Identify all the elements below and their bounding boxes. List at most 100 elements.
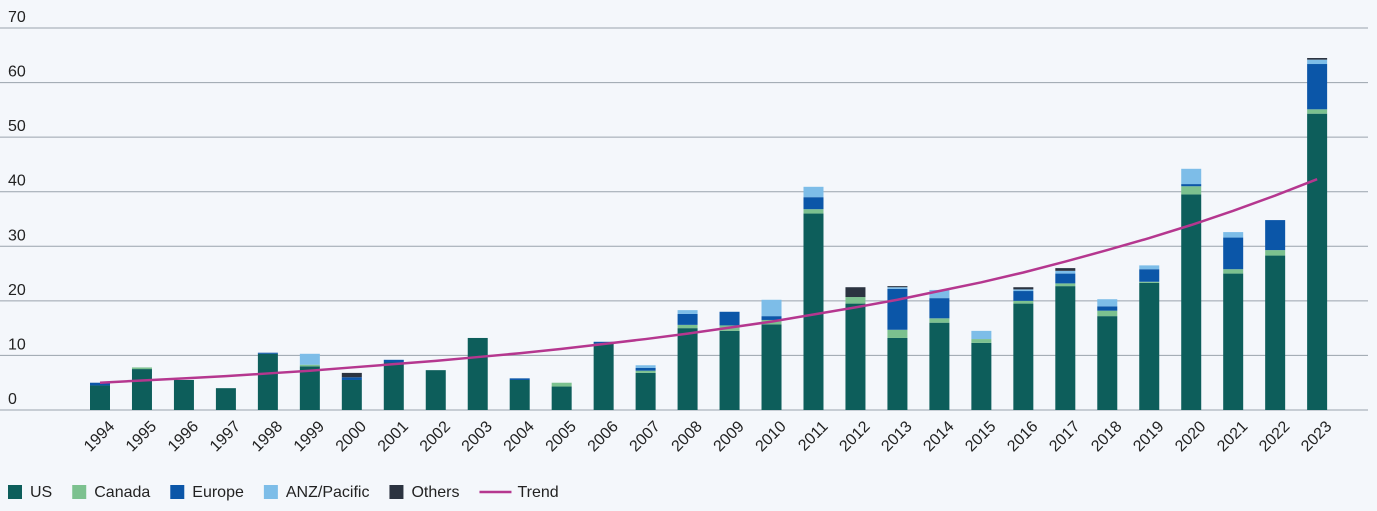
- bar-segment: [677, 313, 698, 325]
- bar-segment: [1139, 269, 1160, 282]
- bar-segment: [425, 370, 446, 410]
- legend-swatch: [263, 485, 278, 499]
- y-tick-label: 70: [8, 9, 26, 26]
- bar-segment: [1013, 291, 1034, 301]
- bar-segment: [257, 352, 278, 354]
- bar-segment: [887, 288, 908, 330]
- bar-segment: [509, 379, 530, 410]
- x-tick-label: 2013: [878, 418, 915, 455]
- legend-label: Europe: [192, 484, 244, 501]
- bar-segment: [677, 328, 698, 410]
- x-tick-label: 2016: [1004, 418, 1041, 455]
- legend-label: Others: [411, 484, 459, 501]
- bar-segment: [1055, 270, 1076, 274]
- bar-segment: [509, 378, 530, 380]
- x-tick-label: 1996: [165, 418, 202, 455]
- bar-segment: [1013, 289, 1034, 292]
- bar-segment: [1307, 64, 1328, 110]
- bar-segment: [635, 365, 656, 368]
- bar-segment: [971, 330, 992, 340]
- bar-segment: [257, 353, 278, 410]
- bar-segment: [719, 330, 740, 410]
- x-tick-label: 2012: [836, 418, 873, 455]
- bar-segment: [131, 369, 152, 410]
- bar-segment: [929, 322, 950, 410]
- x-tick-label: 2005: [543, 418, 580, 455]
- bar-segment: [1055, 273, 1076, 284]
- bar-segment: [1307, 59, 1328, 65]
- x-tick-label: 1999: [291, 418, 328, 455]
- x-tick-label: 2006: [585, 418, 622, 455]
- bar-segment: [1139, 281, 1160, 283]
- bar-segment: [1013, 287, 1034, 290]
- bar-segment: [1181, 194, 1202, 410]
- bar-segment: [1181, 186, 1202, 195]
- bar-segment: [719, 311, 740, 326]
- bar-segment: [887, 337, 908, 410]
- bar-segment: [90, 382, 110, 386]
- x-tick-label: 1995: [123, 418, 160, 455]
- legend-swatch: [8, 485, 22, 499]
- x-tick-label: 2011: [795, 418, 831, 454]
- x-tick-label: 2004: [501, 418, 538, 455]
- bar-segment: [1181, 168, 1202, 185]
- x-tick-label: 2017: [1046, 418, 1083, 455]
- x-tick-label: 2014: [920, 418, 957, 455]
- bar-segment: [173, 379, 194, 410]
- bar-segment: [803, 213, 824, 410]
- bar-segment: [761, 324, 782, 410]
- bar-segment: [467, 337, 488, 410]
- trend-line: [99, 177, 1318, 384]
- bar-segment: [635, 372, 656, 410]
- bar-segment: [1097, 306, 1118, 311]
- bar-segment: [593, 343, 614, 410]
- bar-segment: [383, 359, 404, 363]
- bar-segment: [803, 186, 824, 198]
- bar-segment: [845, 287, 866, 298]
- x-tick-label: 2019: [1130, 418, 1167, 455]
- x-tick-label: 2018: [1088, 418, 1125, 455]
- bar-segment: [635, 367, 656, 371]
- bar-segment: [1097, 299, 1118, 307]
- bar-segment: [1097, 316, 1118, 410]
- bar-segment: [551, 382, 572, 387]
- x-tick-label: 2000: [333, 418, 370, 455]
- bar-segment: [845, 297, 866, 304]
- bar-segment: [803, 209, 824, 214]
- bar-segment: [1139, 265, 1160, 270]
- legend-label: ANZ/Pacific: [286, 484, 370, 501]
- y-tick-label: 60: [8, 64, 26, 81]
- bar-segment: [383, 362, 404, 410]
- y-tick-label: 0: [8, 391, 17, 408]
- x-tick-label: 2007: [627, 418, 664, 455]
- y-tick-label: 40: [8, 173, 26, 190]
- bar-segment: [299, 353, 320, 365]
- legend-swatch: [72, 485, 87, 499]
- bar-segment: [1223, 237, 1244, 270]
- legend-swatch: [389, 485, 404, 499]
- bar-segment: [131, 367, 152, 370]
- x-tick-label: 2003: [459, 418, 496, 455]
- bar-segment: [929, 298, 950, 319]
- bar-segment: [1265, 255, 1286, 410]
- bar-segment: [299, 366, 320, 410]
- legend-label: Canada: [94, 484, 150, 501]
- bar-segment: [677, 324, 698, 329]
- x-tick-label: 2010: [753, 418, 790, 455]
- bar-segment: [1055, 268, 1076, 271]
- bar-segment: [1097, 310, 1118, 317]
- bar-segment: [341, 379, 362, 410]
- x-tick-label: 2001: [375, 418, 412, 455]
- legend-label: Trend: [517, 484, 558, 501]
- bar-segment: [1265, 220, 1286, 251]
- bar-segment: [1223, 273, 1244, 410]
- bar-segment: [1181, 184, 1202, 187]
- x-tick-label: 2015: [962, 418, 999, 455]
- x-tick-label: 1994: [81, 418, 118, 455]
- bar-segment: [593, 341, 614, 344]
- bar-segment: [215, 388, 236, 410]
- bar-segment: [1307, 113, 1328, 411]
- y-tick-label: 10: [8, 336, 26, 353]
- bar-segment: [929, 289, 950, 299]
